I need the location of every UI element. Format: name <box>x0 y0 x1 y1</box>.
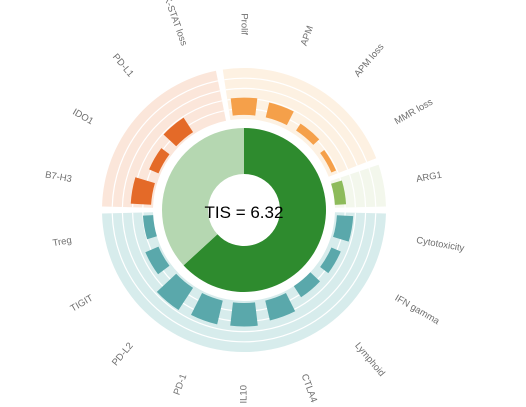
grid-arc <box>349 174 356 208</box>
bar-mmr-loss <box>320 149 337 173</box>
category-label: IFN gamma <box>393 293 442 328</box>
category-label: TIGIT <box>69 293 96 315</box>
category-label: Treg <box>52 235 73 249</box>
bar-ifn-gamma <box>320 247 341 274</box>
grid-arc <box>121 90 221 208</box>
category-label: ARG1 <box>415 170 442 185</box>
category-label: JAK-STAT loss <box>157 0 189 48</box>
bar-il10 <box>230 302 258 327</box>
grid-arc <box>368 167 377 207</box>
bar-treg <box>142 215 157 240</box>
bar-pd-1 <box>191 293 223 325</box>
category-label: APM <box>299 24 316 47</box>
bar-ctla4 <box>265 293 296 321</box>
grid-arc <box>358 171 367 208</box>
bar-b7-h3 <box>130 177 155 205</box>
category-label: B7-H3 <box>44 170 72 186</box>
center-label: TIS = 6.32 <box>205 203 284 222</box>
donut-slice-TIS <box>183 128 327 292</box>
category-label: Cytotoxicity <box>415 235 465 254</box>
category-label: Lymphoid <box>352 341 387 379</box>
bar-tigit <box>145 246 170 275</box>
category-label: APM loss <box>352 41 386 79</box>
bar-lymphoid <box>293 272 321 298</box>
category-label: MMR loss <box>393 97 435 128</box>
category-label: PD-1 <box>172 373 190 397</box>
donut-layer <box>162 128 327 292</box>
category-label: IDO1 <box>70 107 95 128</box>
donut-slice-remainder <box>162 128 244 266</box>
group-band-immune <box>102 212 386 353</box>
bar-pd-l1 <box>163 117 194 147</box>
category-label: CTLA4 <box>299 373 319 405</box>
grid-arc <box>111 213 377 343</box>
bar-prolif <box>230 97 258 116</box>
bar-apm-loss <box>296 123 320 145</box>
bar-cytotoxicity <box>333 215 354 242</box>
bar-pd-l2 <box>156 273 194 311</box>
grid-arc <box>225 87 358 166</box>
bar-ido1 <box>149 148 170 174</box>
grid-arc <box>121 212 367 333</box>
category-label: PD-L2 <box>110 341 136 369</box>
bar-arg1 <box>331 180 347 205</box>
bar-apm <box>265 102 294 126</box>
bar-layer <box>130 97 354 327</box>
grid-arc <box>111 80 219 207</box>
grid-arc <box>224 77 368 163</box>
category-label: Prolif <box>238 13 249 35</box>
category-label: PD-L1 <box>110 52 136 80</box>
group-band-tumor <box>102 70 227 208</box>
category-label: IL10 <box>239 385 250 404</box>
